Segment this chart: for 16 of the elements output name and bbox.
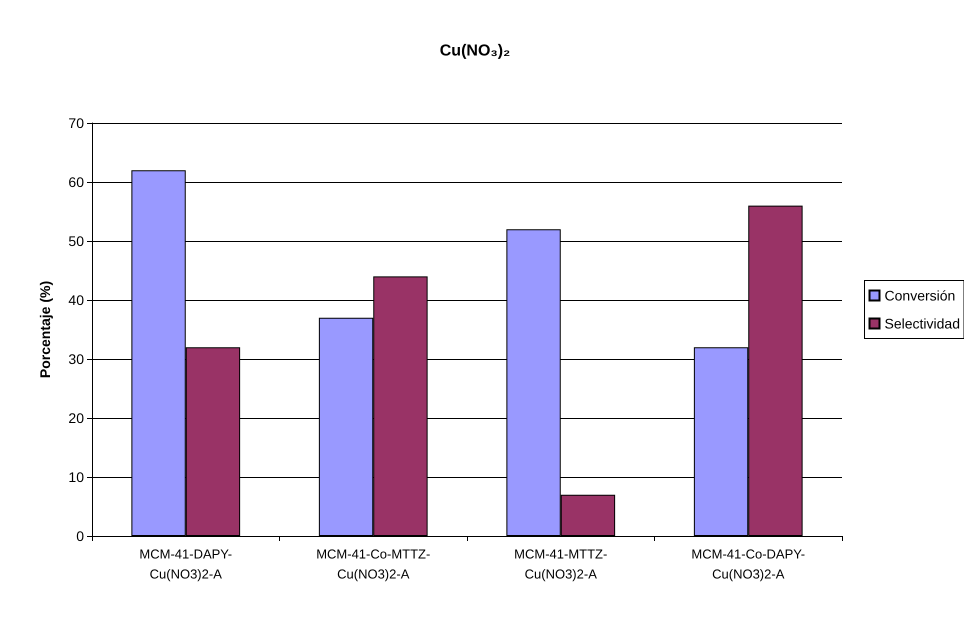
x-tick-label: MCM-41-Co-MTTZ- Cu(NO3)2-A — [316, 546, 430, 582]
y-tick-label: 10 — [68, 469, 84, 485]
y-tick-label: 70 — [68, 115, 84, 131]
y-tick-label: 0 — [76, 528, 84, 544]
legend-label: Conversión — [884, 288, 956, 304]
x-tick-label: MCM-41-DAPY- Cu(NO3)2-A — [139, 546, 232, 582]
y-axis-title: Porcentaje (%) — [37, 280, 53, 378]
y-tick-label: 40 — [68, 292, 84, 308]
y-tick-label: 20 — [68, 410, 84, 426]
x-tick-label: MCM-41-MTTZ- Cu(NO3)2-A — [514, 546, 608, 582]
x-tick-label: MCM-41-Co-DAPY- Cu(NO3)2-A — [691, 546, 806, 582]
y-tick-label: 50 — [68, 233, 84, 249]
chart-title: Cu(NO₃)₂ — [440, 42, 510, 60]
y-tick-label: 60 — [68, 174, 84, 190]
legend-label: Selectividad — [884, 316, 960, 332]
y-tick-label: 30 — [68, 351, 84, 367]
